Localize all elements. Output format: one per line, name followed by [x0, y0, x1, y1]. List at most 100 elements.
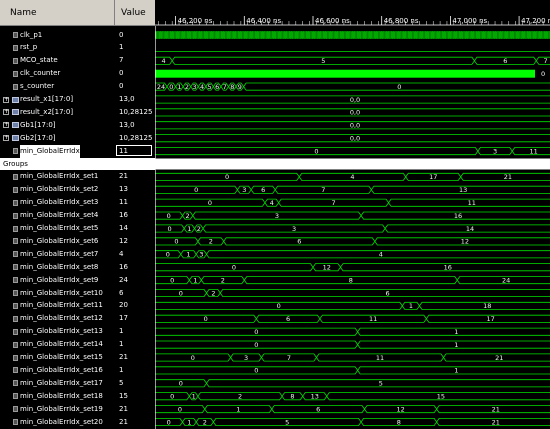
signal-value: 1 — [119, 43, 124, 52]
signal-value: 13 — [119, 185, 128, 194]
bus-value-label: 0 — [254, 328, 258, 336]
signal-row[interactable]: min_GlobalErrIdx_set8 16 — [0, 261, 155, 274]
bus-value-label: 17 — [487, 315, 495, 323]
bus-value-label: 21 — [492, 405, 500, 413]
bus-value-label: 0,0 — [350, 122, 360, 130]
signal-value: 6 — [119, 288, 124, 297]
bus-value-label: 2 — [209, 238, 213, 246]
bus-signal-icon — [12, 109, 19, 116]
wire-signal-icon — [13, 264, 18, 271]
bus-value-label: 0 — [254, 341, 258, 349]
bus-value-label: 0 — [178, 405, 182, 413]
signal-row[interactable]: rst_p 1 — [0, 41, 155, 54]
signal-row[interactable]: min_GlobalErrIdx_set3 11 — [0, 196, 155, 209]
bus-value-label: 21 — [495, 354, 503, 362]
bus-value-label: 8 — [349, 276, 353, 284]
name-column-header[interactable]: Name — [0, 0, 115, 26]
bus-segment — [460, 172, 550, 181]
expand-toggle-icon[interactable]: + — [3, 108, 10, 116]
signal-row[interactable]: min_GlobalErrIdx_set9 24 — [0, 274, 155, 287]
expand-toggle-icon[interactable]: + — [3, 95, 10, 103]
signal-name: min_GlobalErrIdx_set14 — [20, 340, 103, 349]
signal-value: 21 — [119, 353, 128, 361]
signal-name: min_GlobalErrIdx_set15 — [20, 353, 103, 361]
bus-value-label: 3 — [192, 83, 196, 91]
signal-group-row[interactable]: Groups — [0, 157, 155, 171]
signal-name: min_GlobalErrIdx_set6 — [20, 236, 99, 245]
signal-value: 1 — [119, 327, 124, 336]
bus-value-label: 7 — [544, 57, 548, 65]
signal-row[interactable]: clk_counter 0 — [0, 67, 155, 80]
signal-row[interactable]: s_counter 0 — [0, 80, 155, 93]
expand-toggle-icon[interactable]: + — [3, 121, 10, 129]
signal-row[interactable]: min_GlobalErrIdx_set14 1 — [0, 338, 155, 351]
wire-signal-icon — [13, 354, 18, 361]
signal-row[interactable]: min_GlobalErrIdx_set2 13 — [0, 183, 155, 196]
signal-row[interactable]: + Gb2[17:0] 10,28125 — [0, 132, 155, 145]
signal-name: min_GlobalErrIdx_set16 — [20, 365, 103, 374]
signal-row[interactable]: min_GlobalErrIdx_set15 21 — [0, 351, 155, 364]
bus-value-label: 0 — [179, 380, 183, 388]
bus-value-label: 0,0 — [350, 96, 360, 104]
signal-value: 1 — [119, 340, 124, 349]
signal-row[interactable]: min_GlobalErrIdx_set13 1 — [0, 325, 155, 338]
signal-row[interactable]: MCO_state 7 — [0, 54, 155, 67]
bus-value-label: 24 — [157, 83, 165, 91]
bus-value-label: 1 — [193, 276, 197, 284]
bus-segment — [443, 353, 550, 362]
signal-row[interactable]: min_GlobalErrIdx_set1 21 — [0, 170, 155, 183]
bus-signal-icon — [12, 135, 19, 142]
signal-value: 11 — [119, 198, 128, 207]
bus-value-label: 4 — [270, 199, 274, 207]
timeline-ruler — [155, 0, 550, 26]
signal-row[interactable]: min_GlobalErrIdx_set5 14 — [0, 222, 155, 235]
bus-value-label: 4 — [350, 173, 354, 181]
signal-name: min_GlobalErrIdx_set9 — [20, 275, 99, 284]
signal-row[interactable]: min_GlobalErrIdx_set18 15 — [0, 390, 155, 403]
signal-row[interactable]: min_GlobalErrIdx_set17 5 — [0, 377, 155, 390]
value-column-header[interactable]: Value — [115, 0, 155, 26]
signal-row[interactable]: clk_p1 0 — [0, 29, 155, 42]
ruler-tick-label: 47,000 ns — [452, 17, 487, 25]
signal-row[interactable]: min_GlobalErrIdx 11 — [0, 144, 155, 158]
wire-signal-icon — [13, 212, 18, 219]
signal-row[interactable]: min_GlobalErrIdx_set10 6 — [0, 287, 155, 300]
bus-value-label: 0 — [314, 147, 318, 155]
bus-value-label: 2 — [197, 225, 201, 233]
signal-value: 21 — [119, 417, 128, 426]
signal-row[interactable]: min_GlobalErrIdx_set4 16 — [0, 209, 155, 222]
wire-signal-icon — [13, 277, 18, 284]
bus-value-label: 9 — [238, 83, 242, 91]
bus-value-label: 5 — [321, 57, 325, 65]
bus-value-label: 0 — [204, 315, 208, 323]
signal-name: min_GlobalErrIdx_set20 — [20, 417, 103, 426]
signal-row[interactable]: min_GlobalErrIdx_set6 12 — [0, 235, 155, 248]
waveform-panel[interactable]: 46,200 ns 46,400 ns 46,600 ns 46,800 ns 47,0… — [155, 0, 550, 429]
wire-signal-icon — [13, 393, 18, 400]
bus-value-label: 2 — [211, 289, 215, 297]
clk-counter-fill — [155, 69, 535, 78]
signal-row[interactable]: min_GlobalErrIdx_set7 4 — [0, 248, 155, 261]
signal-row[interactable]: min_GlobalErrIdx_set12 17 — [0, 312, 155, 325]
signal-row[interactable]: min_GlobalErrIdx_set16 1 — [0, 364, 155, 377]
bus-value-label: 8 — [290, 393, 294, 401]
signal-row[interactable]: min_GlobalErrIdx_set19 21 — [0, 403, 155, 416]
signal-value: 13,0 — [119, 95, 135, 103]
bus-value-label: 5 — [208, 83, 212, 91]
signal-row[interactable]: + result_x1[17:0] 13,0 — [0, 93, 155, 106]
signal-row[interactable]: min_GlobalErrIdx_set20 21 — [0, 416, 155, 429]
bus-value-label: 2 — [186, 212, 190, 220]
wire-signal-icon — [13, 380, 18, 387]
signal-row[interactable]: min_GlobalErrIdx_set11 20 — [0, 299, 155, 312]
signal-name: clk_counter — [20, 69, 61, 78]
expand-toggle-icon[interactable]: + — [3, 134, 10, 142]
bus-value-label: 18 — [483, 302, 491, 310]
signal-row[interactable]: + Gb1[17:0] 13,0 — [0, 119, 155, 132]
bus-value-label: 6 — [386, 289, 390, 297]
wire-signal-icon — [13, 315, 18, 322]
signal-name: min_GlobalErrIdx_set11 — [20, 301, 103, 310]
signal-value: 17 — [119, 314, 128, 323]
wire-signal-icon — [13, 44, 18, 51]
wire-signal-icon — [13, 290, 18, 296]
signal-row[interactable]: + result_x2[17:0] 10,28125 — [0, 106, 155, 119]
